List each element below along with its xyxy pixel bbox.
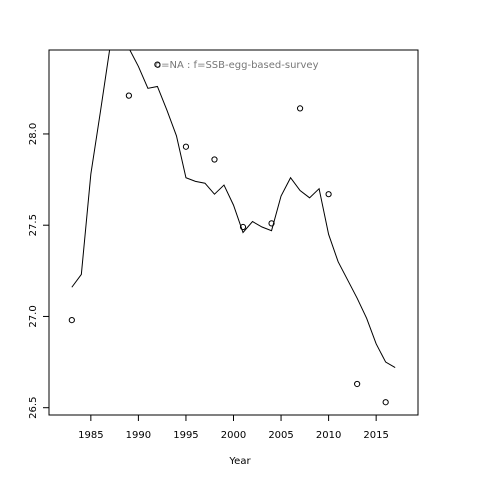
y-tick-label: 26.5 [28,397,39,419]
x-tick-label: 1985 [78,430,103,441]
series-line [71,50,396,368]
plot-area [68,50,396,406]
x-tick-label: 1995 [173,430,198,441]
data-point [325,191,332,198]
x-tick-label: 2015 [363,430,388,441]
data-point [239,223,247,231]
x-tick-label: 2005 [268,430,293,441]
annotation: o=NA : f=SSB-egg-based-survey [155,60,319,71]
data-point [296,105,304,112]
data-point [182,143,190,150]
x-axis-label: Year [228,456,251,467]
plot-frame [48,49,419,416]
y-tick-label: 27.5 [28,214,39,236]
x-tick-label: 1990 [126,430,151,441]
y-tick-label: 27.0 [28,305,39,327]
x-tick-label: 2010 [316,430,341,441]
data-point [125,92,132,99]
data-point [211,156,218,163]
data-point [354,380,361,388]
data-point [268,220,275,227]
y-tick-label: 28.0 [28,123,39,145]
data-point [382,399,389,406]
data-point [154,61,161,68]
data-point [68,317,75,324]
x-tick-label: 2000 [221,430,246,441]
